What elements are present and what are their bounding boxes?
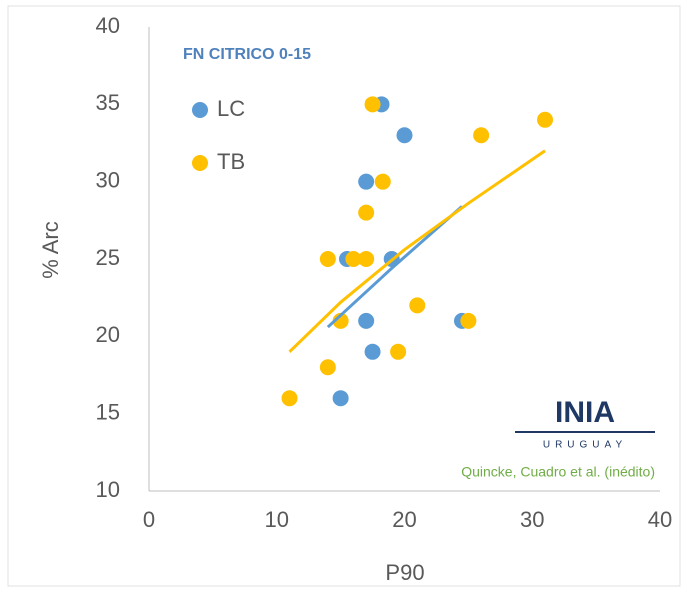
y-tick-label: 25 [96, 245, 120, 270]
data-point [364, 343, 381, 360]
logo: INIA URUGUAY [513, 393, 657, 455]
logo-box [513, 393, 657, 455]
y-axis-label: % Arc [38, 221, 63, 278]
x-tick-label: 30 [520, 507, 544, 532]
y-tick-label: 15 [96, 399, 120, 424]
logo-text: INIA [555, 396, 615, 429]
chart-border [7, 5, 681, 587]
data-point [358, 204, 375, 221]
data-point [460, 312, 477, 329]
y-tick-label: 35 [96, 90, 120, 115]
x-tick-label: 10 [265, 507, 289, 532]
logo-subtext: URUGUAY [543, 440, 627, 451]
legend-marker [192, 155, 208, 171]
legend-label: TB [217, 149, 245, 174]
data-point [358, 173, 375, 190]
data-point [409, 297, 426, 314]
trend-line [288, 149, 546, 353]
trend-line [326, 205, 463, 329]
data-point [345, 251, 362, 267]
y-tick-label: 10 [96, 477, 120, 502]
data-point [374, 173, 391, 190]
chart-title: FN CITRICO 0-15 [183, 46, 311, 63]
source-note: Quincke, Cuadro et al. (inédito) [461, 464, 655, 480]
data-point [358, 312, 375, 329]
data-point [319, 251, 336, 267]
legend-label: LC [217, 96, 245, 121]
data-point [396, 127, 413, 144]
data-point [332, 390, 349, 407]
data-point [358, 251, 375, 267]
x-axis-label: P90 [385, 560, 424, 585]
y-tick-label: 40 [96, 13, 120, 38]
y-tick-label: 20 [96, 322, 120, 347]
data-point [332, 312, 349, 329]
legend-marker [192, 102, 208, 118]
x-tick-label: 20 [392, 507, 416, 532]
data-point [319, 359, 336, 376]
data-point [537, 111, 554, 128]
data-point [364, 96, 381, 113]
x-tick-label: 0 [143, 507, 155, 532]
data-point [390, 343, 407, 360]
data-point [473, 127, 490, 144]
y-tick-label: 30 [96, 167, 120, 192]
data-point [281, 390, 298, 407]
x-tick-label: 40 [648, 507, 672, 532]
